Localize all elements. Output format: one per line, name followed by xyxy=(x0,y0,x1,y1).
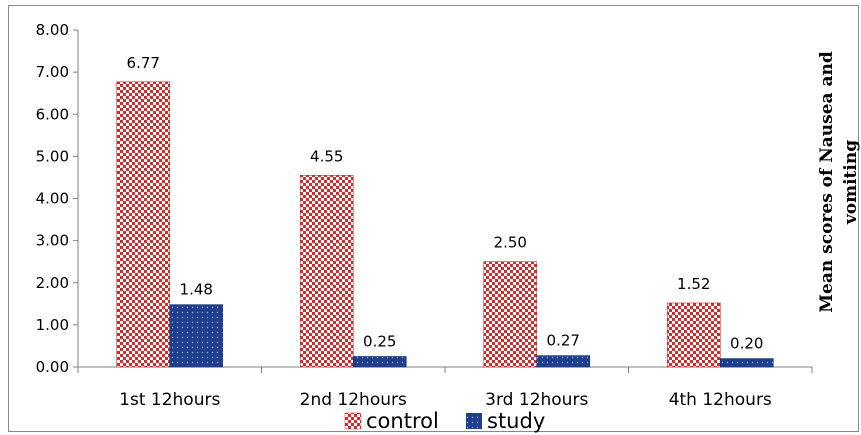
y-tick-label: 4.00 xyxy=(36,190,69,208)
y-tick-label: 2.00 xyxy=(36,274,69,292)
y-tick-label: 7.00 xyxy=(36,63,69,81)
data-label-study: 1.48 xyxy=(180,281,213,299)
legend-label-control: control xyxy=(366,409,439,433)
data-label-control: 2.50 xyxy=(494,234,527,252)
bar-control xyxy=(483,261,538,368)
bar-control xyxy=(116,81,171,368)
bar-study xyxy=(352,356,407,368)
x-axis-ticks xyxy=(77,367,813,373)
y-axis-title-line-2: vomiting xyxy=(841,140,861,225)
x-category-label: 2nd 12hours xyxy=(300,390,407,410)
data-label-study: 0.27 xyxy=(547,332,580,350)
data-label-study: 0.20 xyxy=(730,335,763,353)
legend-swatch-control xyxy=(344,412,362,430)
y-tick-label: 5.00 xyxy=(36,147,69,165)
y-axis-ticks: 0.00 1.00 2.00 3.00 4.00 5.00 6.00 7.00 8.00 xyxy=(36,21,78,376)
y-axis-title-line-1: Mean scores of Nausea and xyxy=(817,51,837,313)
x-category-label: 3rd 12hours xyxy=(485,390,588,410)
bar-study xyxy=(169,304,224,368)
y-axis-title: Mean scores of Nausea and vomiting xyxy=(817,51,861,313)
y-tick-label: 1.00 xyxy=(36,316,69,334)
bar-study xyxy=(719,358,774,368)
y-tick-label: 3.00 xyxy=(36,232,69,250)
data-label-control: 6.77 xyxy=(127,54,160,72)
bar-control xyxy=(299,175,354,368)
bar-control xyxy=(666,302,721,368)
bar-study xyxy=(536,355,591,368)
chart-frame xyxy=(8,5,859,432)
data-label-control: 4.55 xyxy=(310,147,343,165)
y-tick-label: 6.00 xyxy=(36,105,69,123)
data-labels: 6.77 1.48 4.55 0.25 2.50 0.27 1.52 0.20 xyxy=(127,54,764,353)
x-category-label: 1st 12hours xyxy=(119,390,220,410)
x-category-label: 4th 12hours xyxy=(669,390,772,410)
category-labels: 1st 12hours 2nd 12hours 3rd 12hours 4th 12h… xyxy=(119,390,772,410)
legend: control study xyxy=(344,409,545,433)
legend-label-study: study xyxy=(487,409,545,433)
data-label-study: 0.25 xyxy=(363,332,396,350)
legend-swatch-study xyxy=(466,413,482,429)
bars xyxy=(116,81,774,368)
y-tick-label: 0.00 xyxy=(36,358,69,376)
y-tick-label: 8.00 xyxy=(36,21,69,39)
data-label-control: 1.52 xyxy=(677,275,710,293)
